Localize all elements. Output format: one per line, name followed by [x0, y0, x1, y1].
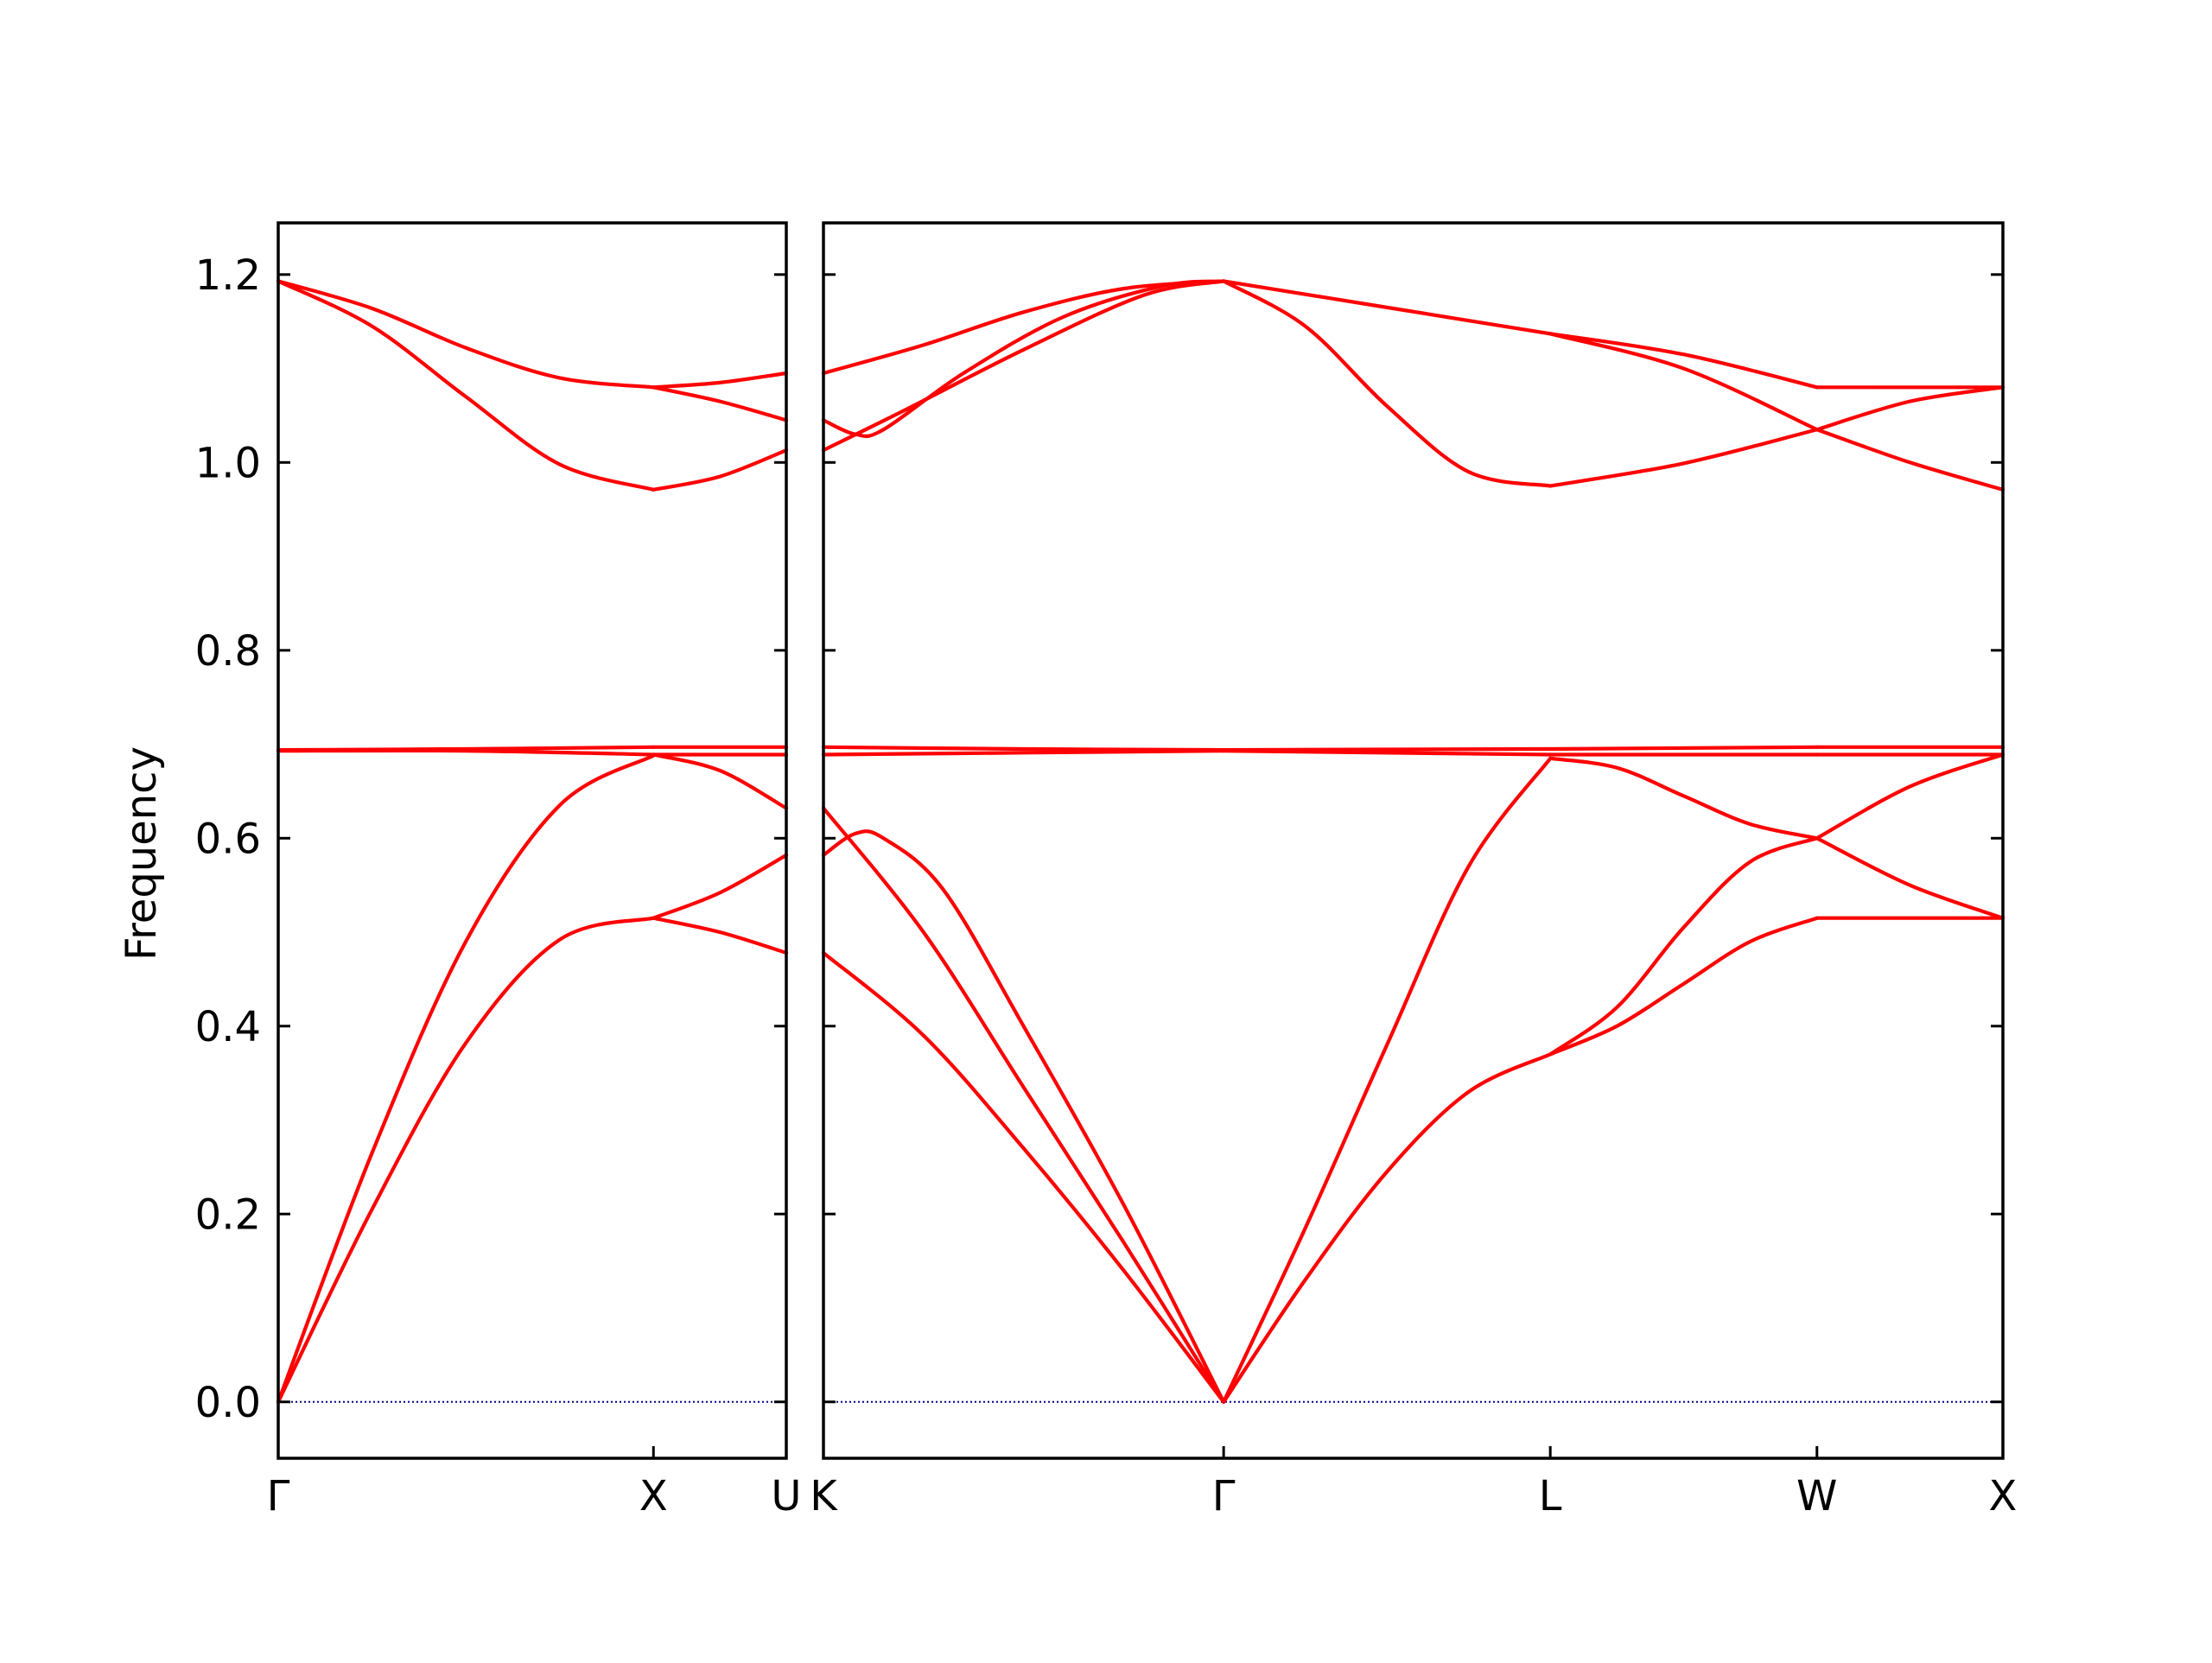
band-line-p2-s3-b6: [1548, 428, 1819, 488]
band-line-p1-s2-b8: [652, 371, 789, 390]
band-line-p1-s2-b7: [652, 385, 789, 422]
band-line-p2-s1-b3: [821, 829, 1226, 1404]
x-tick-label: Γ: [267, 1472, 290, 1520]
band-line-p2-s1-b1: [821, 950, 1226, 1404]
panel-frame-1: [276, 221, 788, 1460]
band-line-p2-s4-b2: [1815, 836, 2005, 920]
panel-frame-2: [822, 221, 2005, 1460]
y-axis-label: Frequency: [118, 746, 166, 961]
x-tick-label: K: [810, 1472, 838, 1520]
band-line-p2-s1-b6: [821, 279, 1226, 453]
band-line-p1-s1-b2: [276, 753, 656, 1404]
band-lines-layer: [276, 279, 2005, 1404]
y-tick-label: 1.0: [195, 439, 261, 487]
x-tick-label: L: [1539, 1472, 1562, 1520]
y-tick-label: 0.2: [195, 1190, 261, 1239]
y-tick-label: 0.4: [195, 1003, 261, 1051]
y-tick-label: 0.0: [195, 1379, 261, 1427]
y-tick-label: 1.2: [195, 251, 261, 300]
band-line-p2-s3-b8: [1548, 332, 1819, 390]
axes-layer: [276, 221, 2005, 1460]
band-line-p2-s1-b8: [821, 279, 1226, 376]
band-line-p1-s1-b4: [276, 745, 656, 752]
band-line-p2-s4-b6: [1815, 428, 2005, 492]
y-tick-label: 0.8: [195, 627, 261, 676]
band-line-p2-s1-b5: [821, 745, 1226, 752]
band-line-p2-s2-b5: [1222, 279, 1553, 488]
band-line-p2-s2-b4: [1222, 746, 1553, 752]
band-line-p1-s2-b1: [652, 916, 789, 955]
x-tick-label: U: [771, 1472, 801, 1520]
band-line-p2-s2-b6: [1222, 279, 1553, 336]
band-line-p2-s3-b7: [1548, 332, 1819, 432]
band-line-p2-s2-b1: [1222, 1052, 1553, 1404]
band-line-p1-s1-b1: [276, 916, 656, 1404]
band-line-p2-s1-b2: [821, 806, 1226, 1404]
band-line-p2-s3-b1: [1548, 916, 1819, 1057]
x-tick-label: Γ: [1212, 1472, 1236, 1520]
y-tick-label: 0.6: [195, 815, 261, 863]
x-tick-label: X: [1989, 1472, 2018, 1520]
band-line-p1-s2-b3: [652, 752, 789, 810]
x-tick-label: W: [1796, 1472, 1837, 1520]
band-line-p2-s3-b5: [1548, 745, 1819, 752]
band-line-p2-s2-b2: [1222, 756, 1553, 1404]
band-line-p2-s4-b7: [1815, 385, 2005, 432]
band-line-p1-s2-b6: [652, 448, 789, 492]
band-line-p2-s3-b2: [1548, 836, 1819, 1057]
band-line-p1-s1-b6: [276, 279, 656, 390]
band-line-p2-s4-b3: [1815, 752, 2005, 841]
band-line-p1-s1-b5: [276, 279, 656, 492]
band-line-p1-s2-b2: [652, 853, 789, 920]
x-tick-label: X: [639, 1472, 668, 1520]
tick-labels-layer: 0.0 0.2 0.4 0.6 0.8 1.0 1.2 Γ X U K Γ L W X: [195, 251, 2018, 1520]
band-line-p2-s3-b3: [1548, 756, 1819, 841]
